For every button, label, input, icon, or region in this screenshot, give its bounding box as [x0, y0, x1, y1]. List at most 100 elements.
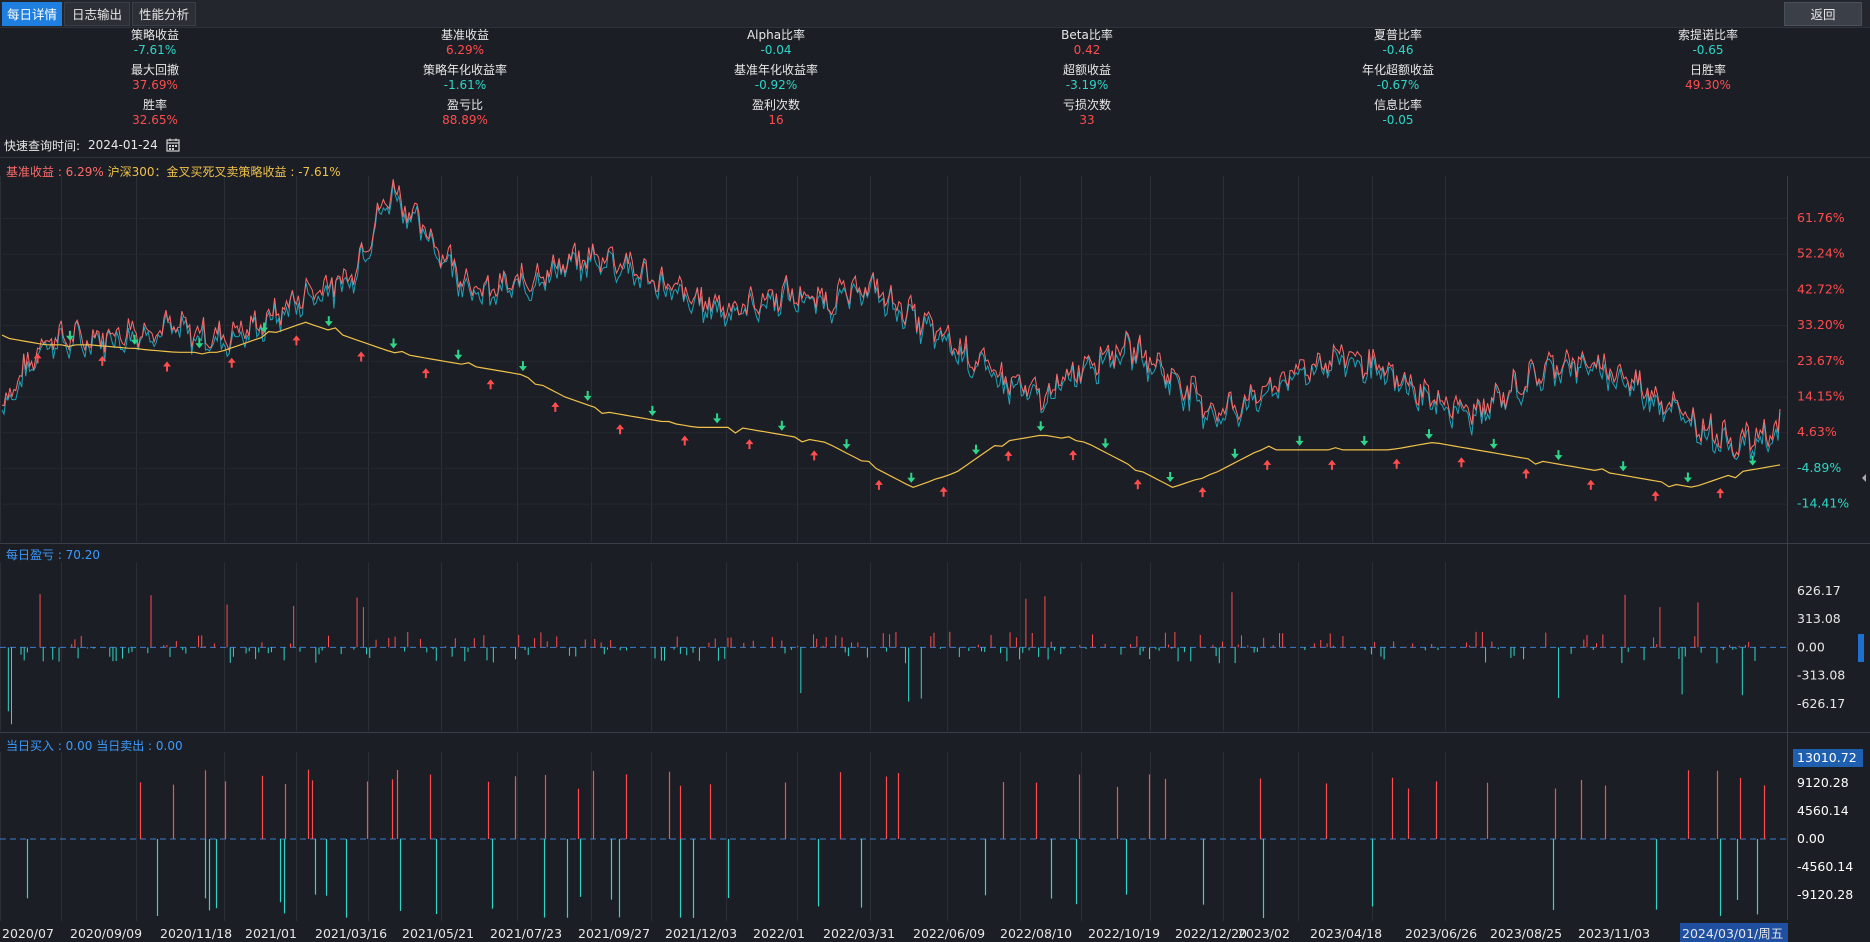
- stat-value: -3.19%: [1065, 78, 1109, 92]
- stat-value: -0.05: [1382, 113, 1414, 127]
- buy-arrow-icon: [1133, 479, 1142, 490]
- x-tick-label: 2020/09/09: [70, 926, 142, 941]
- buy-arrow-icon: [1004, 450, 1013, 461]
- stats-panel: 策略收益 -7.61% 基准收益 6.29% Alpha比率 -0.04 Beta比率 0.4…: [0, 28, 1870, 130]
- buy-arrow-icon: [1392, 458, 1401, 469]
- stat-item: 日胜率 49.30%: [1588, 63, 1828, 93]
- legend-benchmark: 基准收益 : 6.29%: [6, 165, 104, 179]
- back-button[interactable]: 返回: [1784, 2, 1862, 26]
- strategy-line: [1, 321, 1781, 488]
- sell-arrow-icon: [1230, 448, 1239, 459]
- buy-arrow-icon: [1263, 459, 1272, 470]
- buy-arrow-icon: [1069, 450, 1078, 461]
- current-value-badge: [1793, 749, 1863, 767]
- x-tick-label: 2022/10/19: [1088, 926, 1160, 941]
- y-tick-label: 52.24%: [1797, 246, 1845, 261]
- benchmark-line-secondary: [1, 182, 1781, 460]
- current-date-badge: [1680, 923, 1788, 942]
- sell-arrow-icon: [583, 390, 592, 401]
- stat-value: 49.30%: [1685, 78, 1731, 92]
- sell-arrow-icon: [971, 444, 980, 455]
- sell-arrow-icon: [1748, 455, 1757, 466]
- calendar-icon[interactable]: [166, 138, 180, 152]
- buy-arrow-icon: [551, 401, 560, 412]
- y-tick-label: 13010.72: [1797, 750, 1857, 765]
- x-tick-label: 2022/06/09: [913, 926, 985, 941]
- stat-label: 信息比率: [1373, 98, 1422, 112]
- buy-arrow-icon: [1522, 468, 1531, 479]
- y-tick-label: 0.00: [1797, 639, 1825, 654]
- main-chart-legend: 基准收益 : 6.29% 沪深300：金叉买死叉卖策略收益 : -7.61%: [6, 163, 341, 180]
- x-tick-label: 2021/12/03: [665, 926, 737, 941]
- buy-arrow-icon: [1327, 459, 1336, 470]
- sell-arrow-icon: [777, 420, 786, 431]
- collapse-handle-icon: [1862, 474, 1866, 482]
- sell-arrow-icon: [389, 338, 398, 349]
- sell-arrow-icon: [1295, 435, 1304, 446]
- x-tick-label: 2020/07: [2, 926, 54, 941]
- x-tick-label: 2023/11/03: [1578, 926, 1650, 941]
- tab-daily-details[interactable]: 每日详情: [2, 2, 62, 26]
- stat-item: 索提诺比率 -0.65: [1588, 28, 1828, 58]
- stat-value: -0.04: [760, 43, 792, 57]
- buy-arrow-icon: [874, 479, 883, 490]
- buy-arrow-icon: [421, 368, 430, 379]
- stat-item: 最大回撤 37.69%: [35, 63, 275, 93]
- stat-label: 基准年化收益率: [733, 63, 818, 77]
- x-tick-label: 2022/08/10: [1000, 926, 1072, 941]
- sell-arrow-icon: [454, 349, 463, 360]
- sell-arrow-icon: [324, 316, 333, 327]
- buy-arrow-icon: [1198, 487, 1207, 498]
- x-tick-label: 2023/06/26: [1405, 926, 1477, 941]
- stat-label: 基准收益: [440, 28, 489, 42]
- x-tick-label: 2021/07/23: [490, 926, 562, 941]
- sell-arrow-icon: [1425, 429, 1434, 440]
- stat-label: 盈亏比: [446, 98, 483, 112]
- buy-arrow-icon: [745, 439, 754, 450]
- x-tick-label: 2021/05/21: [402, 926, 474, 941]
- buy-arrow-icon: [227, 357, 236, 368]
- sell-arrow-icon: [130, 334, 139, 345]
- buy-arrow-icon: [33, 353, 42, 364]
- buy-arrow-icon: [810, 450, 819, 461]
- buy-arrow-icon: [616, 424, 625, 435]
- y-tick-label: -626.17: [1797, 696, 1845, 711]
- stat-value: 37.69%: [132, 78, 178, 92]
- sell-arrow-icon: [907, 472, 916, 483]
- quick-query-date-input[interactable]: 2024-01-24: [88, 138, 158, 152]
- sell-arrow-icon: [1489, 438, 1498, 449]
- stat-label: 索提诺比率: [1677, 28, 1738, 42]
- sell-arrow-icon: [842, 439, 851, 450]
- stat-label: Beta比率: [1061, 28, 1113, 42]
- x-tick-label: 2022/03/31: [823, 926, 895, 941]
- benchmark-line: [1, 179, 1781, 459]
- stat-item: 年化超额收益 -0.67%: [1278, 63, 1518, 93]
- stat-label: 最大回撤: [130, 63, 179, 77]
- tab-log-output[interactable]: 日志输出: [64, 2, 130, 26]
- stat-item: 盈利次数 16: [656, 98, 896, 128]
- y-tick-label: 9120.28: [1797, 775, 1849, 790]
- y-tick-label: 313.08: [1797, 611, 1841, 626]
- sell-arrow-icon: [260, 322, 269, 333]
- stat-value: 32.65%: [132, 113, 178, 127]
- x-tick-label: 2022/12/20: [1175, 926, 1247, 941]
- buy-arrow-icon: [1651, 490, 1660, 501]
- y-tick-label: -14.41%: [1797, 496, 1849, 511]
- stat-value: 88.89%: [442, 113, 488, 127]
- buy-arrow-icon: [98, 355, 107, 366]
- stat-label: 日胜率: [1689, 63, 1726, 77]
- sell-arrow-icon: [1166, 472, 1175, 483]
- stat-value: -0.65: [1692, 43, 1724, 57]
- scroll-handle: [1858, 634, 1864, 662]
- buy-arrow-icon: [1457, 457, 1466, 468]
- y-tick-label: 42.72%: [1797, 281, 1845, 296]
- buy-arrow-icon: [939, 486, 948, 497]
- buy-arrow-icon: [292, 335, 301, 346]
- stat-label: Alpha比率: [746, 28, 806, 42]
- y-tick-label: 4560.14: [1797, 803, 1849, 818]
- stat-item: 超额收益 -3.19%: [967, 63, 1207, 93]
- tab-performance-analysis[interactable]: 性能分析: [132, 2, 196, 26]
- buy-arrow-icon: [1586, 479, 1595, 490]
- stat-item: 基准收益 6.29%: [345, 28, 585, 58]
